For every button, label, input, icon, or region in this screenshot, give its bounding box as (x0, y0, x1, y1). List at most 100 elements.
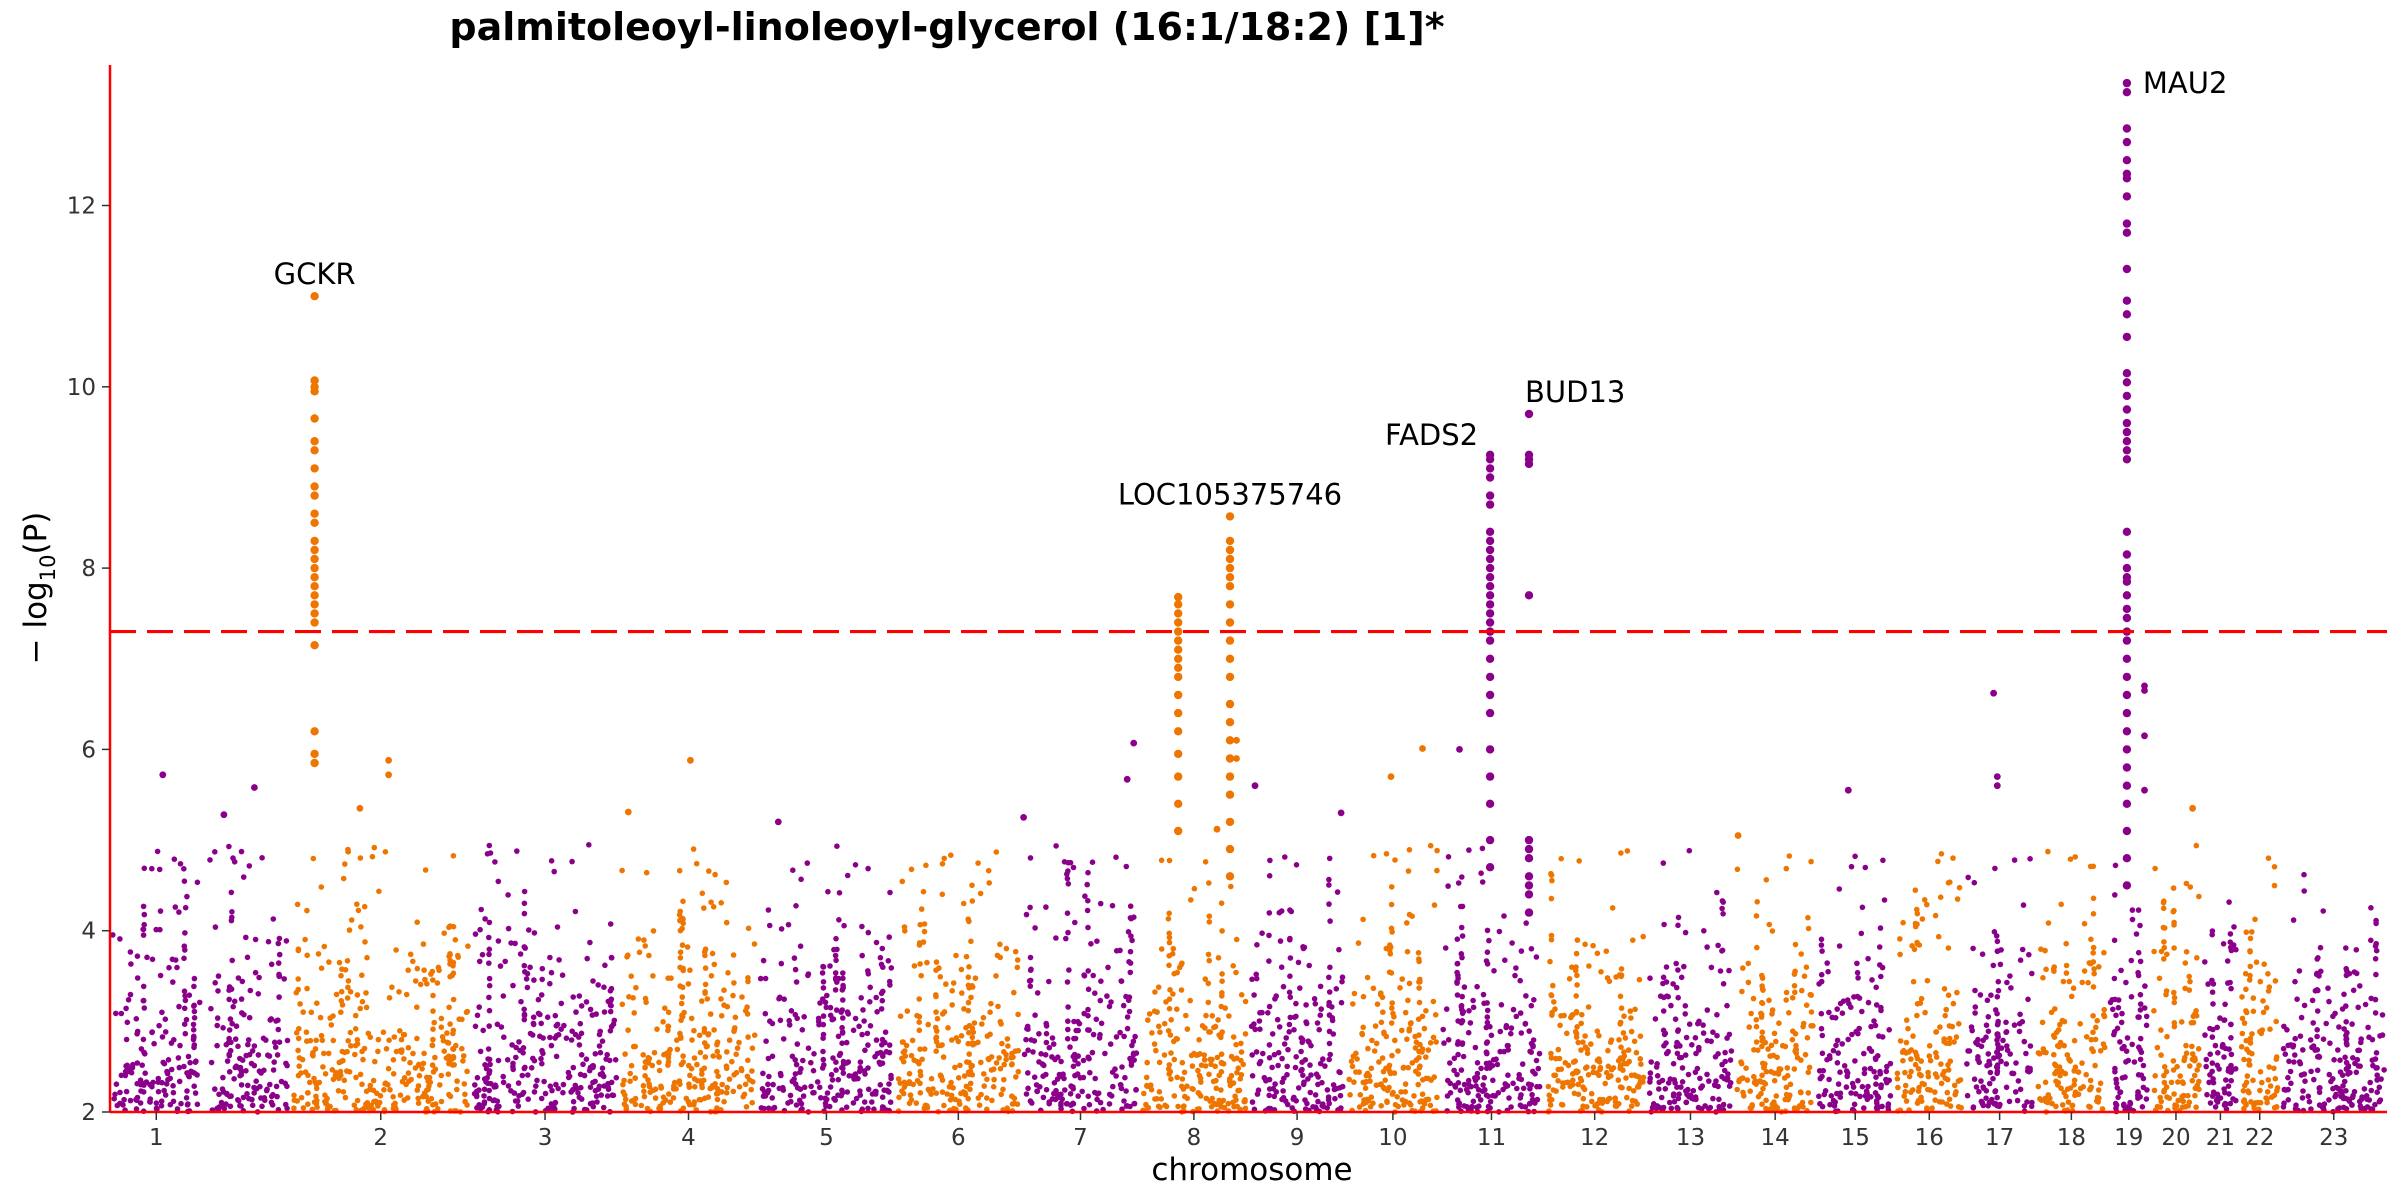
point (902, 928, 908, 934)
point (1113, 1034, 1120, 1040)
peak-point (1225, 618, 1235, 627)
point (1084, 907, 1091, 914)
point (702, 946, 709, 952)
point (1551, 999, 1557, 1005)
point (1483, 1092, 1490, 1098)
point (625, 952, 631, 958)
point (1302, 1057, 1309, 1063)
point (393, 947, 399, 953)
point (355, 907, 362, 914)
point (1280, 1088, 1286, 1094)
point (447, 957, 453, 964)
point (2118, 967, 2124, 974)
point (2057, 1072, 2063, 1079)
point (711, 1027, 717, 1033)
point (487, 1061, 493, 1068)
point (2112, 1069, 2118, 1075)
point (226, 1069, 233, 1075)
point (2068, 993, 2075, 1000)
point (2049, 1100, 2055, 1107)
point (1027, 967, 1034, 973)
point (2273, 1056, 2280, 1062)
point (2135, 1014, 2141, 1020)
point (1704, 1037, 1711, 1044)
point (1508, 1104, 1514, 1110)
point (858, 995, 864, 1001)
point (500, 1079, 507, 1086)
point (796, 1097, 803, 1104)
point (1510, 1080, 1516, 1087)
point (2069, 1102, 2076, 1109)
point (1484, 1065, 1490, 1072)
point (950, 980, 957, 986)
point (1326, 855, 1333, 862)
point (2209, 1060, 2216, 1066)
point (1871, 1068, 1877, 1075)
point (177, 861, 184, 867)
point (1686, 1093, 1692, 1100)
point (1864, 1096, 1871, 1103)
point (2189, 1051, 2196, 1057)
point (736, 1084, 743, 1090)
point (231, 859, 238, 865)
point (1130, 1038, 1137, 1045)
point (1582, 941, 1588, 948)
point (1833, 1042, 1839, 1049)
point (751, 1032, 758, 1038)
point (1978, 1078, 1984, 1084)
point (1872, 1022, 1879, 1029)
point (966, 1059, 972, 1066)
point (895, 1076, 902, 1082)
point (1219, 928, 1225, 934)
point (2216, 1066, 2222, 1072)
point (1317, 983, 1324, 990)
point (1059, 1096, 1065, 1102)
point (420, 1060, 427, 1067)
point (1886, 1027, 1892, 1033)
point (948, 852, 954, 858)
point (643, 869, 650, 876)
point (1423, 1008, 1429, 1014)
point (824, 992, 830, 999)
point (820, 979, 827, 985)
point (1616, 1037, 1622, 1043)
point (1721, 1067, 1728, 1074)
point (140, 932, 147, 938)
point (762, 975, 769, 982)
point (2161, 1087, 2168, 1094)
point (430, 1026, 436, 1032)
point (1759, 1043, 1765, 1050)
point (2178, 1019, 2185, 1025)
point (528, 1065, 535, 1071)
point (1156, 1089, 1163, 1095)
point (481, 1086, 488, 1093)
point (414, 1035, 420, 1042)
peak-point (1225, 600, 1235, 609)
point (2343, 1003, 2349, 1009)
point (1881, 897, 1888, 903)
point (1993, 933, 2000, 939)
point (2368, 1087, 2375, 1094)
point (1682, 929, 1689, 936)
chromosome-band-19 (2107, 862, 2150, 1115)
point (336, 959, 343, 966)
point (763, 1038, 769, 1044)
point (2265, 1077, 2272, 1083)
point (2263, 1005, 2270, 1011)
point (1188, 897, 1194, 903)
point (2101, 949, 2107, 956)
point (2326, 998, 2332, 1005)
point (1205, 980, 1212, 987)
point (1170, 945, 1177, 952)
point (714, 1068, 720, 1075)
point (450, 1053, 457, 1060)
point (1734, 1086, 1740, 1093)
point (1317, 1060, 1324, 1067)
chromosome-band-23 (2280, 871, 2387, 1115)
point (862, 1071, 868, 1077)
point (2243, 1037, 2249, 1044)
point (707, 1011, 714, 1017)
point (172, 904, 179, 910)
point (1817, 1100, 1823, 1107)
point (956, 1101, 963, 1107)
